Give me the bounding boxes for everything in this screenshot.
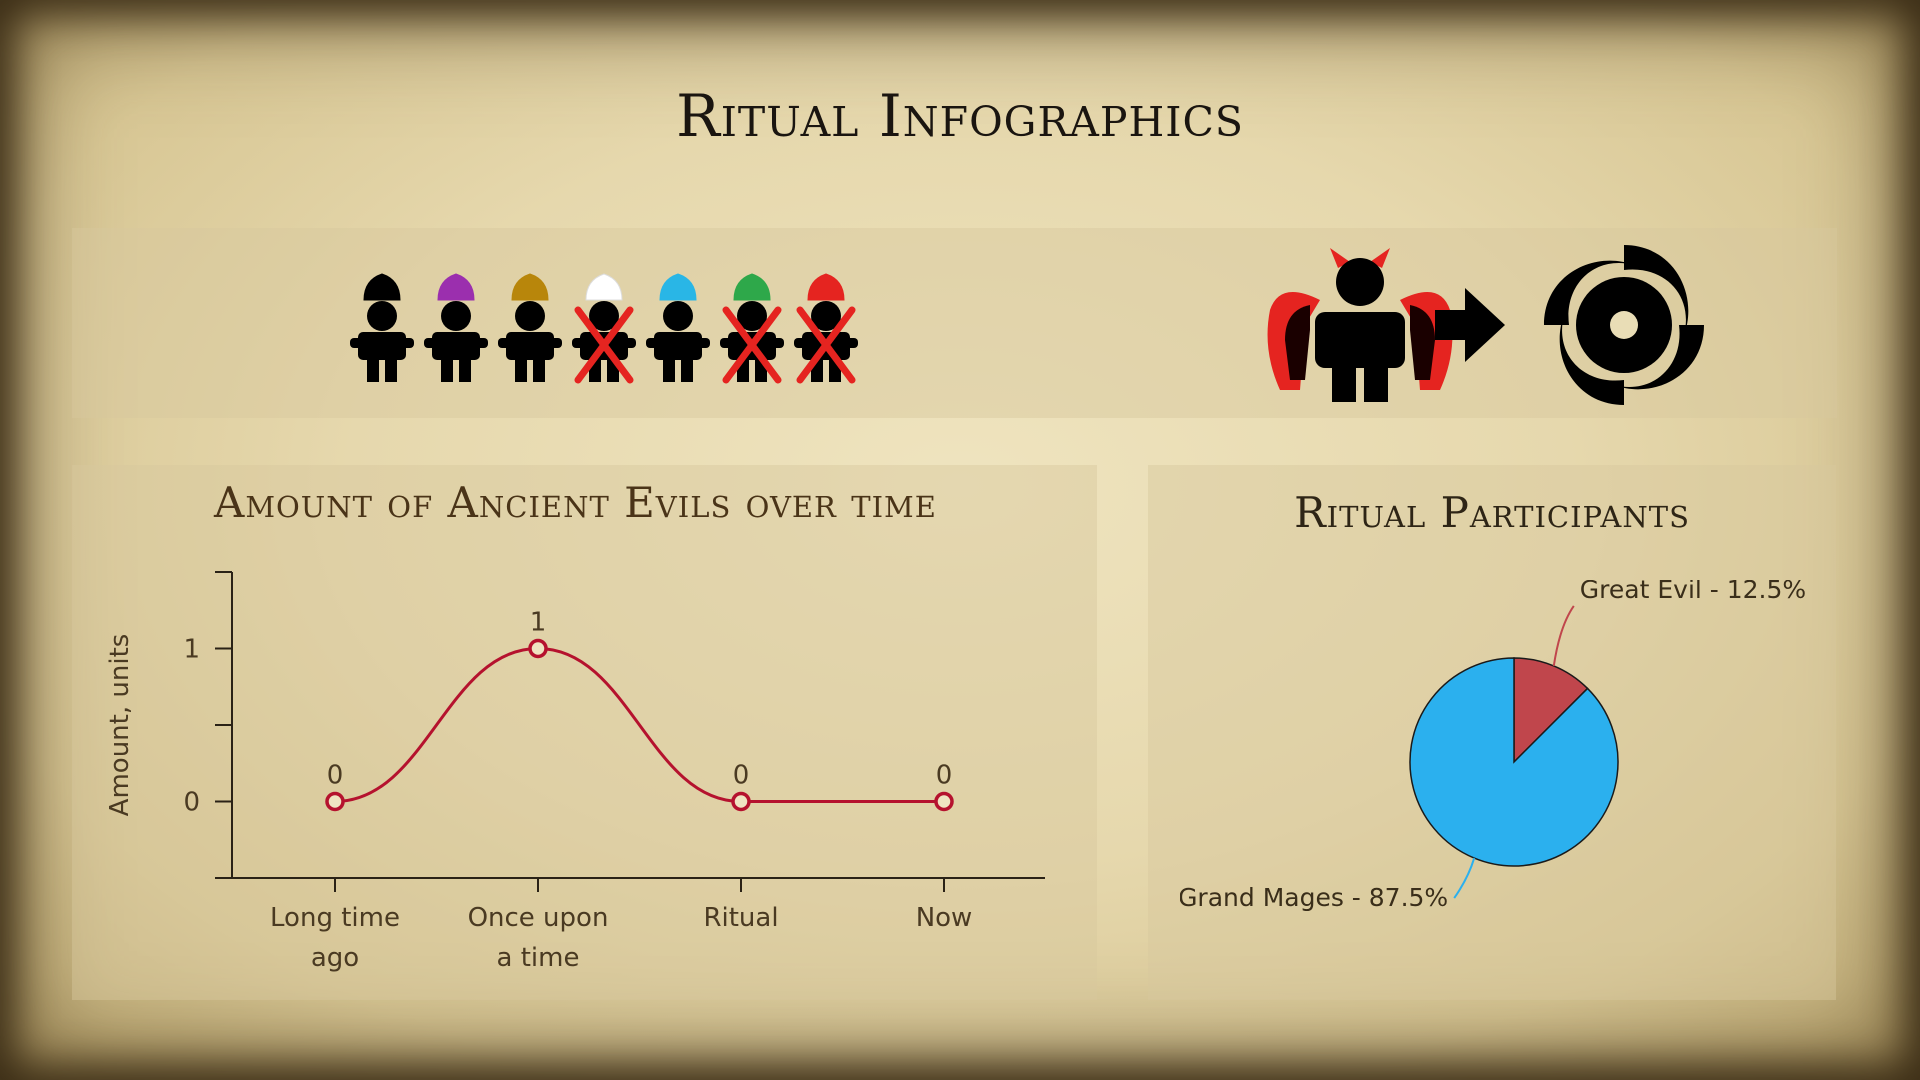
slice-label: Grand Mages - 87.5%	[1180, 883, 1448, 912]
data-point	[325, 791, 345, 812]
y-axis-label: Amount, units	[105, 634, 135, 817]
participants-panel	[72, 228, 1837, 418]
pie-chart-title: Ritual Participants	[1294, 488, 1690, 537]
pie-slice	[1409, 657, 1619, 867]
person-icon	[498, 273, 562, 382]
data-point	[731, 791, 751, 812]
x-tick-label: Once upon a time	[468, 903, 609, 973]
data-label: 0	[327, 761, 344, 791]
y-tick-label: 0	[183, 788, 200, 818]
demon-icon	[1267, 248, 1453, 402]
data-label: 1	[530, 608, 547, 638]
hat-icon	[363, 273, 401, 301]
x-tick-label: Now	[916, 903, 973, 933]
data-point	[934, 791, 954, 812]
hat-icon	[511, 273, 549, 301]
x-tick-label: Long time ago	[270, 903, 400, 973]
leader-line	[1453, 857, 1476, 899]
transformation-graphic	[1267, 245, 1704, 405]
red-x-icon	[796, 306, 856, 384]
arrow-right-icon	[1435, 288, 1505, 362]
red-x-icon	[722, 306, 782, 384]
pie-slice	[1513, 657, 1589, 764]
hat-icon	[733, 273, 771, 301]
person-icon	[720, 273, 784, 384]
pie-chart: Great Evil - 12.5% Grand Mages - 87.5%	[1180, 580, 1806, 912]
x-tick-label: Ritual	[703, 903, 778, 933]
person-icon	[794, 273, 858, 384]
red-x-icon	[574, 306, 634, 384]
hat-icon	[807, 273, 845, 301]
person-icon	[572, 273, 636, 384]
leader-line	[1552, 605, 1575, 667]
participants-row	[350, 273, 858, 384]
data-label: 0	[733, 761, 750, 791]
data-point	[528, 638, 548, 659]
hat-icon	[585, 273, 623, 301]
y-tick-label: 1	[183, 635, 200, 665]
hat-icon	[437, 273, 475, 301]
hat-icon	[659, 273, 697, 301]
line-chart-panel	[72, 465, 1097, 1000]
person-icon	[424, 273, 488, 382]
slice-label: Great Evil - 12.5%	[1580, 580, 1806, 604]
line-chart-title: Amount of Ancient Evils over time	[214, 478, 937, 527]
page-title: Ritual Infographics	[676, 82, 1244, 150]
person-icon	[350, 273, 414, 382]
person-icon	[646, 273, 710, 382]
data-label: 0	[936, 761, 953, 791]
black-hole-icon	[1544, 245, 1704, 405]
line-chart: 0 1 Amount, units Long time ago Once upon a ti…	[105, 571, 1045, 973]
series-line	[334, 646, 944, 803]
